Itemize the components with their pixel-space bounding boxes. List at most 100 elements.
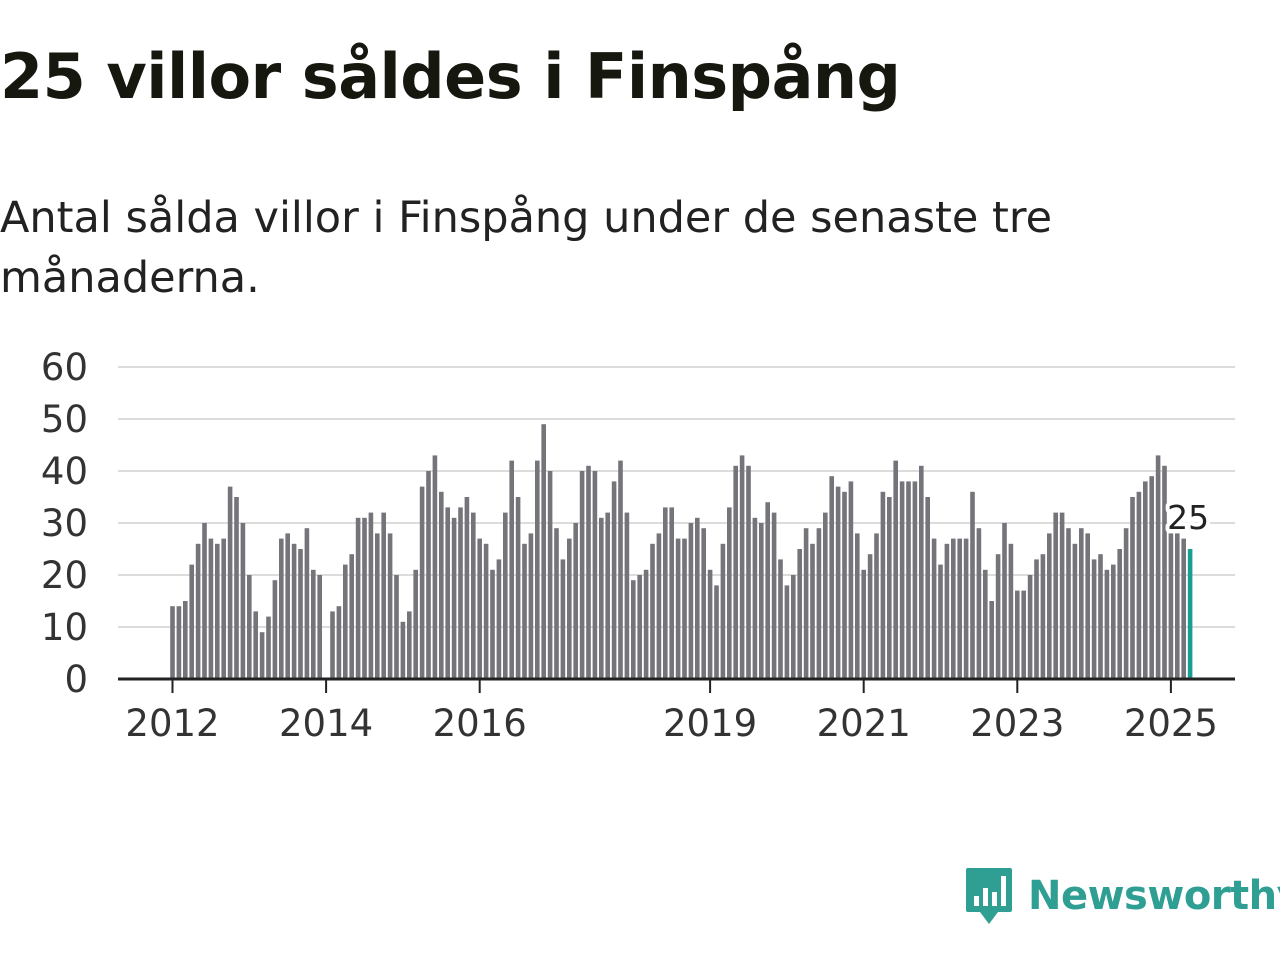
bar (656, 533, 662, 679)
bar (1047, 533, 1052, 679)
data-label-halo: 25 (1167, 498, 1209, 537)
bar (1155, 455, 1161, 679)
bar (330, 611, 335, 679)
bar (458, 507, 463, 679)
bar (547, 471, 553, 679)
bar (1168, 533, 1174, 679)
bar (906, 481, 911, 679)
bar (483, 543, 489, 679)
y-tick-label: 40 (41, 450, 88, 493)
bar (605, 512, 610, 679)
bar (528, 533, 534, 679)
bar (490, 569, 495, 679)
bar (631, 580, 636, 679)
y-tick-label: 60 (41, 346, 88, 389)
bar (880, 491, 886, 679)
bar (573, 523, 578, 679)
bars (170, 424, 1193, 679)
bar (515, 497, 521, 679)
bar (759, 523, 764, 679)
newsworthy-logo-icon (966, 868, 1012, 924)
bar (925, 497, 930, 679)
bar (1130, 497, 1135, 679)
bar (579, 471, 585, 679)
bar (727, 507, 732, 679)
bar (170, 606, 175, 679)
bar (829, 476, 834, 679)
bar (797, 549, 802, 679)
bar (688, 523, 694, 679)
bar (599, 517, 604, 679)
brand-name: Newsworthy (1028, 873, 1280, 919)
bar (234, 497, 239, 679)
bar (304, 528, 310, 679)
bar (272, 580, 278, 679)
bar (1085, 533, 1090, 679)
bar (227, 486, 233, 679)
bar (970, 491, 975, 679)
bar (208, 538, 214, 679)
bar (803, 528, 809, 679)
bar (343, 564, 348, 679)
brand-logo: Newsworthy (964, 866, 1280, 926)
bar (714, 585, 719, 679)
bar (362, 517, 367, 679)
bar (893, 460, 898, 679)
y-tick-label: 10 (41, 606, 88, 649)
bar (663, 507, 668, 679)
bar (669, 507, 674, 679)
bar (1040, 554, 1046, 679)
bar (253, 611, 258, 679)
bar (291, 543, 297, 679)
bar (375, 533, 380, 679)
bar (995, 554, 1001, 679)
highlight-bar (1187, 549, 1193, 679)
bar (541, 424, 546, 679)
y-tick-label: 30 (41, 502, 88, 545)
bar (407, 611, 412, 679)
bar (432, 455, 438, 679)
bar (624, 512, 630, 679)
data-label: 25 (1167, 498, 1209, 537)
bar (842, 491, 847, 679)
bar (1117, 549, 1122, 679)
bar (1143, 481, 1148, 679)
bar (701, 528, 706, 679)
bar (784, 585, 790, 679)
bar (503, 512, 508, 679)
bar (887, 497, 892, 679)
bar (983, 569, 988, 679)
bar (1034, 559, 1039, 679)
bar (931, 538, 937, 679)
bar (195, 543, 201, 679)
bar (176, 606, 182, 679)
x-tick-label: 2025 (1124, 702, 1218, 745)
x-tick-label: 2019 (663, 702, 757, 745)
bar (336, 606, 342, 679)
bar (957, 538, 962, 679)
bar (778, 559, 783, 679)
bar (247, 575, 252, 679)
bar (675, 538, 681, 679)
bar (189, 564, 194, 679)
bar (381, 512, 386, 679)
y-tick-label: 50 (41, 398, 88, 441)
bar (771, 512, 777, 679)
bar (848, 481, 854, 679)
x-tick-label: 2021 (817, 702, 911, 745)
bar (1181, 538, 1186, 679)
bar (509, 460, 514, 679)
bar (279, 538, 284, 679)
y-tick-label: 20 (41, 554, 88, 597)
x-tick-label: 2012 (125, 702, 219, 745)
bar (471, 512, 476, 679)
bar (592, 471, 598, 679)
bar (746, 465, 751, 679)
bar (618, 460, 623, 679)
bar (445, 507, 450, 679)
y-tick-label: 0 (64, 658, 88, 701)
x-tick-label: 2023 (970, 702, 1064, 745)
bar (387, 533, 393, 679)
